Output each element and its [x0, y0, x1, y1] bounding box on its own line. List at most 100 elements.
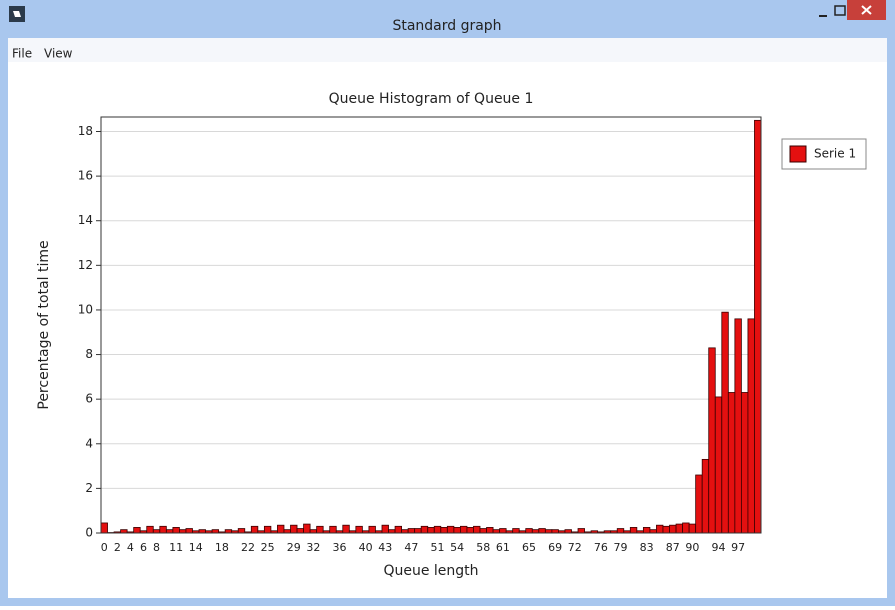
menu-file[interactable]: File: [12, 47, 32, 61]
bar: [356, 526, 363, 533]
y-tick-label: 0: [85, 526, 93, 540]
bar: [389, 530, 396, 533]
plot-area: [101, 117, 761, 533]
bar: [500, 529, 507, 533]
bar: [480, 529, 487, 533]
bar: [166, 530, 173, 533]
bar: [251, 526, 258, 533]
bar: [670, 525, 677, 533]
y-tick-label: 18: [78, 124, 93, 138]
bar: [277, 525, 284, 533]
x-tick-label: 69: [548, 541, 562, 554]
bar: [421, 526, 428, 533]
bar: [284, 530, 291, 533]
y-tick-label: 10: [78, 302, 93, 316]
bar: [735, 319, 742, 533]
y-tick-label: 8: [85, 347, 93, 361]
x-tick-label: 32: [306, 541, 320, 554]
bar: [212, 530, 219, 533]
bar: [676, 524, 683, 533]
x-tick-label: 22: [241, 541, 255, 554]
x-tick-label: 65: [522, 541, 536, 554]
bar: [238, 529, 245, 533]
bar: [310, 530, 317, 533]
chart-title: Queue Histogram of Queue 1: [329, 91, 534, 107]
x-tick-label: 36: [333, 541, 347, 554]
y-axis-label: Percentage of total time: [36, 240, 52, 409]
bar: [153, 530, 160, 533]
bar: [454, 527, 461, 533]
bar: [460, 526, 467, 533]
bar: [304, 524, 311, 533]
bar: [617, 529, 624, 533]
x-tick-label: 54: [450, 541, 464, 554]
bar: [173, 527, 180, 533]
bar: [199, 530, 206, 533]
bar: [539, 529, 546, 533]
x-tick-label: 47: [404, 541, 418, 554]
bar: [415, 529, 422, 533]
x-tick-label: 76: [594, 541, 608, 554]
x-tick-label: 58: [476, 541, 490, 554]
bar: [447, 526, 454, 533]
bar: [467, 527, 474, 533]
bar: [702, 459, 709, 533]
x-tick-label: 29: [287, 541, 301, 554]
x-tick-label: 87: [666, 541, 680, 554]
y-tick-label: 4: [85, 436, 93, 450]
bar: [402, 530, 409, 533]
bar: [722, 312, 729, 533]
bar: [473, 526, 480, 533]
x-tick-label: 0: [101, 541, 108, 554]
x-tick-label: 18: [215, 541, 229, 554]
x-tick-label: 79: [614, 541, 628, 554]
bar: [696, 475, 703, 533]
y-tick-label: 6: [85, 392, 93, 406]
bar: [513, 529, 520, 533]
bar: [545, 530, 552, 533]
x-tick-label: 11: [169, 541, 183, 554]
bar: [683, 523, 690, 533]
y-tick-label: 14: [78, 213, 93, 227]
x-tick-label: 94: [712, 541, 726, 554]
x-axis-label: Queue length: [383, 563, 478, 579]
bar: [487, 527, 494, 533]
bar: [715, 397, 722, 533]
bar: [291, 525, 298, 533]
bar: [317, 526, 324, 533]
bar: [343, 525, 350, 533]
x-tick-label: 4: [127, 541, 134, 554]
bar: [754, 120, 761, 533]
bar: [134, 527, 141, 533]
bar: [643, 527, 650, 533]
bar: [264, 526, 271, 533]
bar: [741, 392, 748, 533]
x-tick-label: 43: [378, 541, 392, 554]
bar: [552, 530, 559, 533]
bar: [630, 527, 637, 533]
y-tick-label: 2: [85, 481, 93, 495]
x-tick-label: 90: [685, 541, 699, 554]
bar: [728, 392, 735, 533]
y-tick-label: 16: [78, 169, 93, 183]
bar: [526, 529, 533, 533]
bar: [709, 348, 716, 533]
menu-view[interactable]: View: [44, 47, 73, 61]
bar: [656, 525, 663, 533]
x-tick-label: 97: [731, 541, 745, 554]
bar: [179, 530, 186, 533]
x-tick-label: 72: [568, 541, 582, 554]
bar: [493, 530, 500, 533]
bar: [369, 526, 376, 533]
y-tick-label: 12: [78, 258, 93, 272]
bar: [565, 530, 572, 533]
bar: [408, 529, 415, 533]
bar: [441, 527, 448, 533]
bar: [748, 319, 755, 533]
legend-swatch: [790, 146, 806, 162]
legend-label: Serie 1: [814, 147, 856, 161]
bar: [186, 529, 193, 533]
bar: [689, 524, 696, 533]
x-tick-label: 25: [261, 541, 275, 554]
